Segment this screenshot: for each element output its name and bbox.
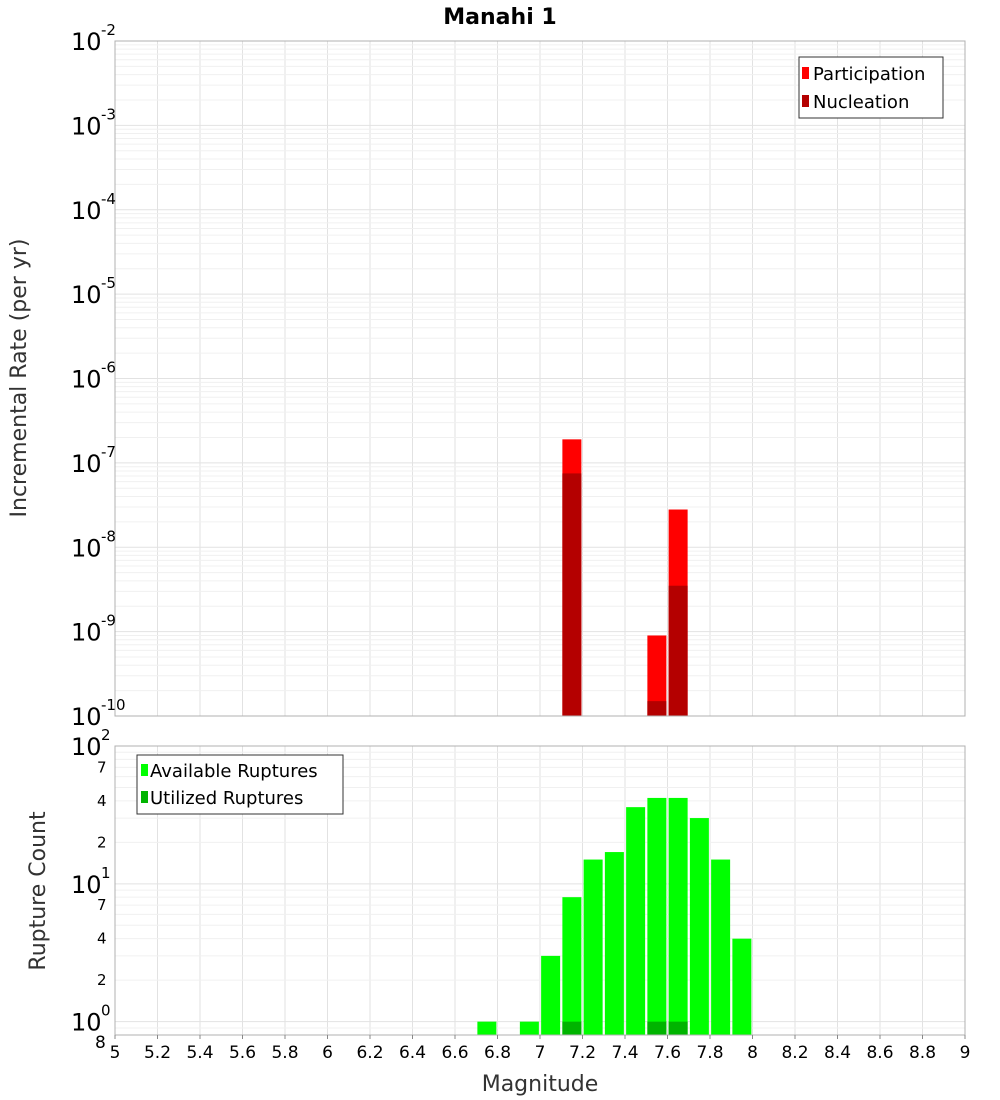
x-tick-label: 8	[747, 1043, 758, 1063]
legend-swatch-nucleation	[802, 95, 809, 107]
bottom-y-tick-label: 10	[71, 1009, 102, 1037]
x-tick-label: 8.4	[824, 1043, 851, 1063]
x-tick-label: 8.6	[866, 1043, 893, 1063]
bottom-bar-available-ruptures	[519, 1021, 539, 1035]
bottom-bar-available-ruptures	[583, 859, 603, 1035]
chart-title: Manahi 1	[443, 5, 556, 30]
top-y-tick-label: 10	[71, 534, 102, 562]
bottom-gridlines	[114, 745, 966, 1036]
x-tick-label: 5	[110, 1043, 121, 1063]
bottom-bar-available-ruptures	[541, 955, 561, 1035]
x-axis-label: Magnitude	[482, 1072, 599, 1097]
bottom-y-minor-tick-label: 2	[97, 833, 107, 851]
x-tick-label: 6	[322, 1043, 333, 1063]
top-y-tick-exponent: -4	[101, 190, 116, 208]
legend-label-participation: Participation	[813, 64, 925, 85]
top-y-axis-label: Incremental Rate (per yr)	[7, 239, 32, 518]
bottom-bar-available-ruptures	[689, 818, 709, 1035]
bottom-bar-available-ruptures	[626, 807, 646, 1035]
x-tick-label: 7.4	[611, 1043, 638, 1063]
legend-label-available: Available Ruptures	[150, 761, 318, 782]
bottom-bar-available-ruptures	[732, 938, 752, 1035]
top-y-tick-exponent: -3	[101, 105, 116, 123]
legend-label-utilized: Utilized Ruptures	[150, 788, 303, 809]
bottom-bar-available-ruptures	[668, 797, 688, 1035]
bottom-bar-available-ruptures	[477, 1021, 497, 1035]
top-y-tick-label: 10	[71, 281, 102, 309]
bottom-y-axis-label: Rupture Count	[26, 811, 51, 971]
top-y-tick-label: 10	[71, 28, 102, 56]
bottom-bar-utilized-ruptures	[647, 1021, 667, 1035]
bottom-bar-available-ruptures	[711, 859, 731, 1035]
bottom-y-minor-tick-label: 4	[97, 792, 107, 810]
bottom-legend: Available Ruptures Utilized Ruptures	[136, 754, 344, 815]
bottom-y-minor-tick-label: 7	[97, 896, 107, 914]
bottom-y-tick-exponent: 2	[101, 726, 111, 744]
bottom-y-minor-tick-label: 2	[97, 971, 107, 989]
x-tick-label: 6.4	[399, 1043, 426, 1063]
bottom-y-tick-exponent: 0	[101, 1002, 111, 1020]
x-tick-label: 7.2	[569, 1043, 596, 1063]
bottom-y-minor-tick-label: 7	[97, 758, 107, 776]
top-y-tick-label: 10	[71, 112, 102, 140]
legend-swatch-participation	[802, 67, 809, 79]
x-tick-label: 5.2	[144, 1043, 171, 1063]
top-y-tick-label: 10	[71, 450, 102, 478]
bottom-y-tick-label: 10	[71, 871, 102, 899]
bottom-bar-available-ruptures	[647, 797, 667, 1035]
bottom-y-minor-tick-label: 8	[95, 1033, 106, 1053]
top-bar-nucleation	[562, 473, 582, 716]
bottom-legend-box	[136, 754, 344, 815]
bottom-bar-utilized-ruptures	[562, 1021, 582, 1035]
x-tick-label: 5.6	[229, 1043, 256, 1063]
top-y-tick-label: 10	[71, 197, 102, 225]
top-y-tick-exponent: -7	[101, 443, 116, 461]
x-tick-label: 6.8	[484, 1043, 511, 1063]
top-plot-area	[114, 40, 966, 717]
top-legend: Participation Nucleation	[798, 56, 944, 119]
bottom-y-minor-tick-label: 4	[97, 930, 107, 948]
x-tick-label: 7.8	[696, 1043, 723, 1063]
top-y-tick-exponent: -6	[101, 359, 116, 377]
top-bar-participation	[647, 635, 667, 716]
top-y-tick-exponent: -9	[101, 612, 116, 630]
x-tick-label: 6.6	[441, 1043, 468, 1063]
legend-swatch-available	[141, 764, 148, 776]
top-y-tick-label: 10	[71, 619, 102, 647]
legend-swatch-utilized	[141, 791, 148, 803]
bottom-bar-available-ruptures	[562, 897, 582, 1035]
legend-label-nucleation: Nucleation	[813, 92, 909, 113]
bottom-y-tick-label: 10	[71, 733, 102, 761]
top-y-tick-label: 10	[71, 703, 102, 731]
top-bar-nucleation	[668, 585, 688, 716]
bottom-bar-utilized-ruptures	[668, 1021, 688, 1035]
x-tick-label: 5.4	[186, 1043, 213, 1063]
bottom-y-tick-exponent: 1	[101, 864, 111, 882]
top-bars	[562, 439, 688, 716]
top-y-tick-label: 10	[71, 366, 102, 394]
x-tick-label: 6.2	[356, 1043, 383, 1063]
x-tick-label: 9	[960, 1043, 971, 1063]
top-y-tick-exponent: -10	[101, 696, 126, 714]
bottom-bar-available-ruptures	[604, 852, 624, 1035]
x-tick-label: 7	[535, 1043, 546, 1063]
x-tick-label: 8.2	[781, 1043, 808, 1063]
x-tick-label: 8.8	[909, 1043, 936, 1063]
top-legend-box	[798, 56, 944, 119]
x-tick-label: 5.8	[271, 1043, 298, 1063]
top-y-tick-exponent: -2	[101, 21, 116, 39]
x-tick-label: 7.6	[654, 1043, 681, 1063]
top-gridlines	[114, 40, 966, 717]
top-bar-nucleation	[647, 701, 667, 716]
top-y-tick-exponent: -8	[101, 527, 116, 545]
bottom-bars	[477, 797, 752, 1035]
top-y-tick-exponent: -5	[101, 274, 116, 292]
x-ticks: 5 5.2 5.4 5.6 5.8 6 6.2 6.4 6.6 6.8 7 7.2 7.4 7.6 7.8 8…	[110, 1035, 971, 1063]
